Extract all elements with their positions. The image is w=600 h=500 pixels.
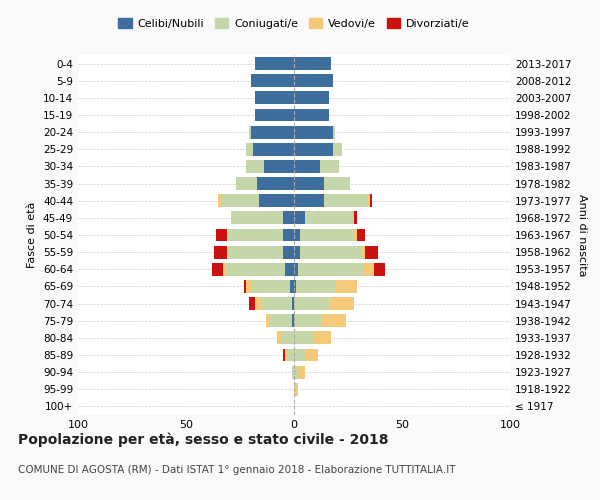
Bar (294, 92, 329, 104)
Bar (283, 348, 286, 362)
Bar (294, 366, 298, 378)
Bar (292, 366, 294, 378)
Bar (290, 280, 294, 293)
Bar (374, 263, 385, 276)
Bar (305, 348, 318, 362)
Bar (365, 246, 378, 258)
Bar (292, 297, 294, 310)
Bar (294, 348, 305, 362)
Bar (320, 160, 340, 173)
Bar (216, 228, 227, 241)
Bar (251, 126, 294, 138)
Bar (277, 332, 281, 344)
Bar (367, 194, 370, 207)
Bar (227, 246, 283, 258)
Bar (232, 212, 283, 224)
Bar (294, 383, 296, 396)
Y-axis label: Anni di nascita: Anni di nascita (577, 194, 587, 276)
Bar (298, 263, 363, 276)
Bar (294, 194, 324, 207)
Bar (264, 160, 294, 173)
Bar (329, 297, 355, 310)
Bar (223, 263, 225, 276)
Bar (255, 57, 294, 70)
Bar (294, 74, 333, 87)
Bar (262, 297, 292, 310)
Bar (296, 280, 335, 293)
Bar (251, 74, 294, 87)
Bar (356, 228, 365, 241)
Bar (270, 314, 292, 327)
Bar (355, 212, 356, 224)
Bar (255, 92, 294, 104)
Bar (294, 280, 296, 293)
Text: Popolazione per età, sesso e stato civile - 2018: Popolazione per età, sesso e stato civil… (18, 432, 389, 447)
Bar (294, 228, 301, 241)
Bar (247, 143, 253, 156)
Bar (355, 228, 356, 241)
Bar (322, 314, 346, 327)
Bar (294, 297, 329, 310)
Bar (301, 246, 361, 258)
Bar (266, 314, 270, 327)
Bar (283, 212, 294, 224)
Bar (221, 194, 259, 207)
Bar (294, 143, 333, 156)
Bar (294, 177, 324, 190)
Bar (227, 228, 283, 241)
Bar (286, 348, 287, 362)
Legend: Celibi/Nubili, Coniugati/e, Vedovi/e, Divorziati/e: Celibi/Nubili, Coniugati/e, Vedovi/e, Di… (114, 14, 474, 34)
Bar (281, 332, 294, 344)
Bar (294, 108, 329, 122)
Bar (370, 194, 372, 207)
Y-axis label: Fasce di età: Fasce di età (28, 202, 37, 268)
Bar (283, 246, 294, 258)
Bar (333, 143, 341, 156)
Bar (292, 314, 294, 327)
Bar (214, 246, 227, 258)
Bar (225, 263, 286, 276)
Bar (244, 280, 247, 293)
Bar (236, 177, 257, 190)
Bar (294, 126, 333, 138)
Bar (294, 314, 322, 327)
Bar (296, 383, 298, 396)
Bar (259, 194, 294, 207)
Bar (294, 160, 320, 173)
Bar (247, 160, 264, 173)
Bar (301, 228, 355, 241)
Bar (294, 332, 313, 344)
Bar (298, 366, 305, 378)
Bar (313, 332, 331, 344)
Bar (255, 297, 262, 310)
Bar (287, 348, 294, 362)
Bar (294, 263, 298, 276)
Bar (294, 212, 305, 224)
Bar (286, 263, 294, 276)
Bar (248, 297, 255, 310)
Bar (294, 246, 301, 258)
Text: COMUNE DI AGOSTA (RM) - Dati ISTAT 1° gennaio 2018 - Elaborazione TUTTITALIA.IT: COMUNE DI AGOSTA (RM) - Dati ISTAT 1° ge… (18, 465, 455, 475)
Bar (248, 126, 251, 138)
Bar (324, 177, 350, 190)
Bar (335, 280, 356, 293)
Bar (324, 194, 367, 207)
Bar (361, 246, 365, 258)
Bar (255, 108, 294, 122)
Bar (305, 212, 355, 224)
Bar (294, 57, 331, 70)
Bar (283, 228, 294, 241)
Bar (257, 177, 294, 190)
Bar (363, 263, 374, 276)
Bar (218, 194, 221, 207)
Bar (333, 126, 335, 138)
Bar (247, 280, 251, 293)
Bar (253, 143, 294, 156)
Bar (251, 280, 290, 293)
Bar (212, 263, 223, 276)
